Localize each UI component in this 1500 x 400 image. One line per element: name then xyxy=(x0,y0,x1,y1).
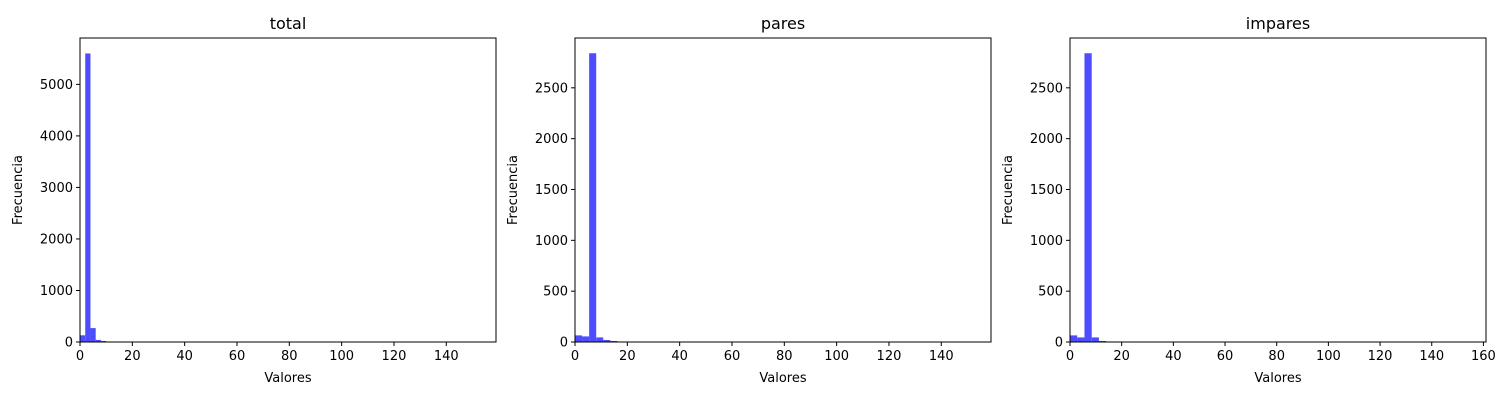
chart-panel-impares: 0 20 40 60 80 100 120 140 160 0 500 1000 1500 2000 250… xyxy=(1001,14,1496,386)
histogram-bar xyxy=(1077,337,1085,342)
x-tick-label: 60 xyxy=(229,349,246,364)
x-tick-label: 80 xyxy=(1268,349,1285,364)
y-axis-label: Frecuencia xyxy=(11,155,26,225)
x-axis-label: Valores xyxy=(264,371,311,386)
x-tick-label: 0 xyxy=(1066,349,1074,364)
histogram-bar xyxy=(610,340,618,342)
chart-title: impares xyxy=(1246,14,1310,33)
chart-title: total xyxy=(270,14,307,33)
histogram-bar xyxy=(596,337,604,342)
y-tick-label: 2500 xyxy=(535,81,568,96)
histogram-bar xyxy=(95,339,101,342)
histogram-bar xyxy=(1091,337,1099,342)
histogram-bar xyxy=(603,339,611,342)
histogram-bar xyxy=(1098,340,1107,342)
x-tick-label: 20 xyxy=(619,349,636,364)
x-tick-label: 0 xyxy=(571,349,579,364)
x-tick-label: 120 xyxy=(1368,349,1393,364)
chart-panel-total: 0 20 40 60 80 100 120 140 0 1000 2000 3000 4000 5000 t… xyxy=(11,14,497,386)
y-tick-label: 500 xyxy=(1038,285,1063,300)
x-tick-label: 60 xyxy=(724,349,741,364)
y-tick-label: 4000 xyxy=(40,129,73,144)
histogram-bar xyxy=(589,53,597,342)
y-tick-label: 2000 xyxy=(535,132,568,147)
histogram-bar xyxy=(90,328,96,342)
y-tick-label: 3000 xyxy=(40,181,73,196)
y-tick-label: 5000 xyxy=(40,78,73,93)
x-tick-label: 100 xyxy=(824,349,849,364)
x-tick-label: 80 xyxy=(776,349,793,364)
x-tick-label: 20 xyxy=(124,349,141,364)
y-axis-label: Frecuencia xyxy=(1001,155,1016,225)
x-tick-label: 40 xyxy=(1165,349,1182,364)
y-tick-label: 1500 xyxy=(535,183,568,198)
histogram-bar xyxy=(85,53,91,343)
x-tick-label: 120 xyxy=(382,349,407,364)
y-tick-label: 1000 xyxy=(40,284,73,299)
x-tick-label: 0 xyxy=(76,349,84,364)
plot-frame xyxy=(574,37,992,343)
plot-frame xyxy=(79,37,497,343)
y-tick-label: 1500 xyxy=(1030,183,1063,198)
x-tick-label: 20 xyxy=(1113,349,1130,364)
x-axis-label: Valores xyxy=(1254,371,1301,386)
x-tick-label: 100 xyxy=(329,349,354,364)
histogram-bar xyxy=(1084,53,1092,342)
x-tick-label: 140 xyxy=(434,349,459,364)
y-tick-label: 0 xyxy=(560,336,568,351)
y-tick-label: 500 xyxy=(543,285,568,300)
chart-title: pares xyxy=(761,14,805,33)
histogram-bar xyxy=(575,335,583,342)
histogram-bar xyxy=(1070,335,1078,342)
histogram-bar xyxy=(582,336,590,342)
chart-panel-pares: 0 20 40 60 80 100 120 140 0 500 1000 1500 2000 2500 pa… xyxy=(506,14,992,386)
x-tick-label: 60 xyxy=(1217,349,1234,364)
x-tick-label: 160 xyxy=(1471,349,1496,364)
x-tick-label: 80 xyxy=(281,349,298,364)
x-tick-label: 100 xyxy=(1316,349,1341,364)
y-tick-label: 2000 xyxy=(40,232,73,247)
y-tick-label: 1000 xyxy=(1030,234,1063,249)
y-tick-label: 2500 xyxy=(1030,81,1063,96)
histogram-bar xyxy=(80,335,86,342)
x-tick-label: 140 xyxy=(929,349,954,364)
x-tick-label: 40 xyxy=(671,349,688,364)
y-tick-label: 0 xyxy=(65,336,73,351)
histogram-bar xyxy=(100,340,107,342)
x-tick-label: 120 xyxy=(877,349,902,364)
x-tick-label: 40 xyxy=(176,349,193,364)
y-axis-label: Frecuencia xyxy=(506,155,521,225)
y-tick-label: 1000 xyxy=(535,234,568,249)
plot-frame xyxy=(1069,37,1487,343)
y-tick-label: 2000 xyxy=(1030,132,1063,147)
x-tick-label: 140 xyxy=(1419,349,1444,364)
x-axis-label: Valores xyxy=(759,371,806,386)
y-tick-label: 0 xyxy=(1055,336,1063,351)
